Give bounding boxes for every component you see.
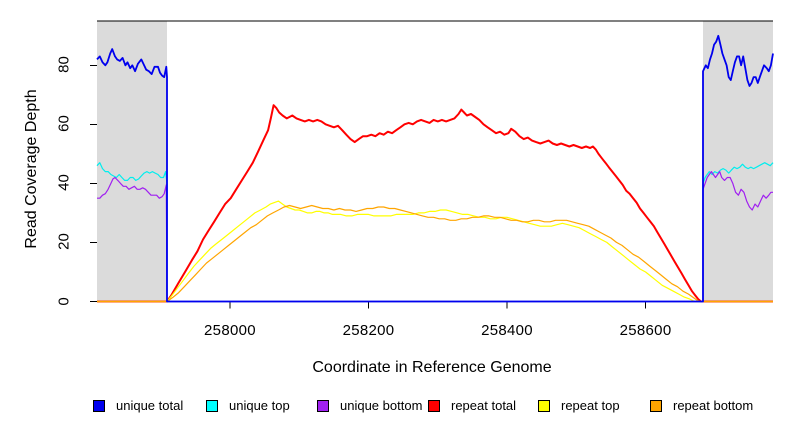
legend-swatch-repeat-bottom xyxy=(650,399,662,412)
y-tick-label-0: 0 xyxy=(55,296,73,306)
legend-label-unique-top: unique top xyxy=(229,398,290,413)
legend-item-unique-bottom: unique bottom xyxy=(317,398,422,413)
legend-label-repeat-total: repeat total xyxy=(451,398,517,413)
x-tick-label-258600: 258600 xyxy=(619,322,672,339)
legend-swatch-unique-total xyxy=(93,399,105,412)
legend-label-unique-total: unique total xyxy=(116,398,184,413)
legend-item-unique-top: unique top xyxy=(206,398,290,413)
x-tick-label-258400: 258400 xyxy=(481,322,533,339)
y-tick-label-60: 60 xyxy=(55,115,73,133)
legend-swatch-repeat-top xyxy=(538,399,550,412)
legend-swatch-unique-top xyxy=(206,399,218,412)
legend-label-repeat-bottom: repeat bottom xyxy=(673,398,754,413)
legend-item-repeat-top: repeat top xyxy=(538,398,620,413)
legend-swatch-unique-bottom xyxy=(317,399,329,412)
legend-label-repeat-top: repeat top xyxy=(561,398,620,413)
y-tick-label-80: 80 xyxy=(55,56,73,74)
x-tick-label-258000: 258000 xyxy=(204,322,256,339)
legend-item-unique-total: unique total xyxy=(93,398,183,413)
legend-label-unique-bottom: unique bottom xyxy=(340,398,423,413)
legend-swatch-repeat-total xyxy=(428,399,440,412)
y-tick-label-20: 20 xyxy=(55,233,73,251)
legend-item-repeat-bottom: repeat bottom xyxy=(650,398,753,413)
y-tick-label-40: 40 xyxy=(55,174,73,192)
y-axis-title: Read Coverage Depth xyxy=(23,89,40,249)
x-axis-title: Coordinate in Reference Genome xyxy=(312,359,552,376)
legend-item-repeat-total: repeat total xyxy=(428,398,516,413)
x-tick-label-258200: 258200 xyxy=(342,322,395,339)
